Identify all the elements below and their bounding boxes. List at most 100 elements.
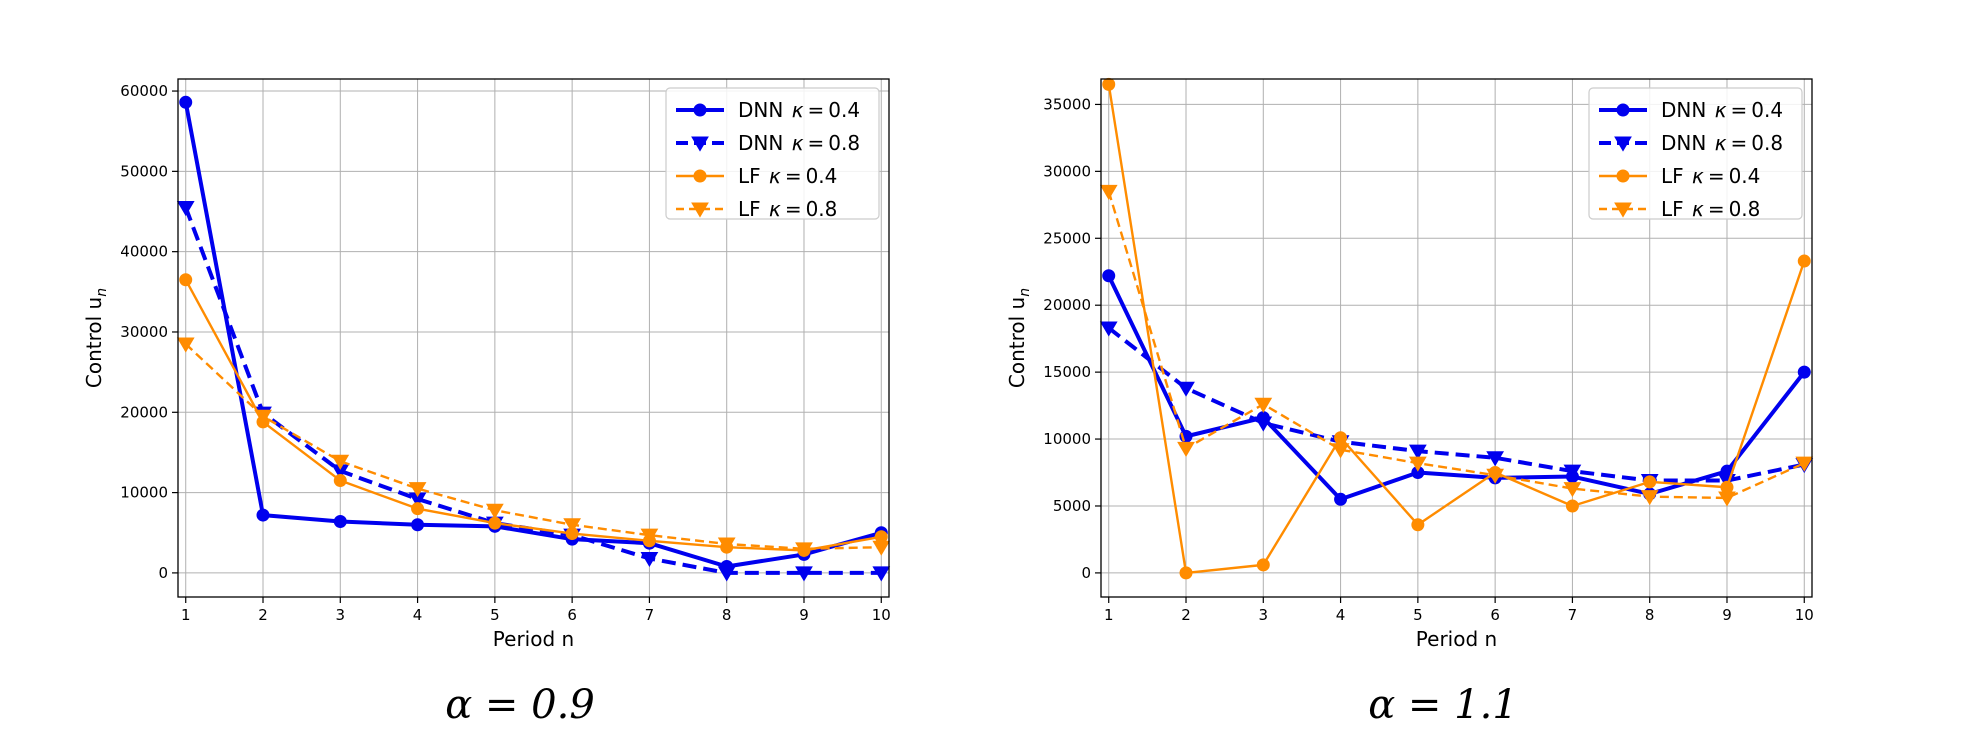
- data-point: [411, 518, 425, 532]
- y-tick-label: 20000: [1043, 296, 1091, 314]
- data-point: [1563, 482, 1582, 498]
- data-point: [1102, 77, 1116, 91]
- legend-equals-sign: =: [1708, 197, 1725, 221]
- x-tick-label: 6: [567, 606, 577, 624]
- legend-marker: [1616, 169, 1630, 183]
- x-tick-label: 10: [872, 606, 891, 624]
- x-axis-label: Period n: [493, 627, 574, 651]
- legend-equals-sign: =: [807, 131, 824, 155]
- legend-label: LF κ = 0.4: [1661, 164, 1760, 188]
- legend-equals-sign: =: [1730, 98, 1747, 122]
- legend-label-prefix: LF: [1661, 197, 1690, 221]
- data-point: [1099, 321, 1118, 337]
- data-point: [488, 516, 502, 530]
- x-tick-label: 8: [722, 606, 732, 624]
- y-tick-label: 60000: [120, 82, 168, 100]
- data-point: [563, 518, 582, 534]
- data-point: [485, 503, 504, 519]
- data-point: [717, 537, 736, 553]
- legend-label: DNN κ = 0.8: [738, 131, 860, 155]
- x-tick-label: 7: [645, 606, 655, 624]
- data-point: [176, 200, 195, 217]
- data-point: [1408, 456, 1427, 472]
- series-line: [184, 279, 882, 552]
- legend-label: LF κ = 0.8: [738, 197, 837, 221]
- x-tick-label: 4: [413, 606, 423, 624]
- legend-kappa-symbol: κ: [1692, 164, 1704, 188]
- legend-label-prefix: LF: [738, 164, 767, 188]
- legend-kappa-value: 0.4: [1751, 98, 1783, 122]
- x-tick-label: 8: [1645, 606, 1655, 624]
- legend-kappa-value: 0.4: [828, 98, 860, 122]
- x-tick-label: 9: [799, 606, 809, 624]
- data-point: [1408, 444, 1427, 460]
- legend-kappa-symbol: κ: [1692, 197, 1704, 221]
- series-3: [179, 273, 888, 557]
- data-point: [1563, 464, 1582, 480]
- x-tick-label: 3: [1259, 606, 1269, 624]
- grid-lines: [178, 79, 889, 597]
- legend-equals-sign: =: [1730, 131, 1747, 155]
- series-line: [184, 343, 882, 551]
- legend-kappa-symbol: κ: [769, 164, 781, 188]
- legend-kappa-symbol: κ: [769, 197, 781, 221]
- legend-kappa-symbol: κ: [1715, 131, 1727, 155]
- data-point: [1718, 491, 1736, 507]
- x-tick-label: 4: [1336, 606, 1346, 624]
- data-point: [1102, 269, 1116, 283]
- data-point: [872, 540, 891, 556]
- legend-label: DNN κ = 0.8: [1661, 131, 1783, 155]
- legend-marker: [1614, 202, 1632, 218]
- legend-marker: [691, 202, 709, 218]
- y-tick-label: 0: [1081, 564, 1091, 582]
- y-axis-label-text: Control u: [82, 297, 106, 388]
- data-point: [1795, 456, 1814, 472]
- legend-box: [665, 87, 880, 220]
- legend-marker: [1614, 136, 1632, 152]
- y-axis-label-subscript: n: [1017, 288, 1033, 297]
- y-axis-label-text: Control u: [1005, 297, 1029, 388]
- legend-equals-sign: =: [807, 98, 824, 122]
- legend-entry-1: DNN κ = 0.4: [676, 98, 860, 122]
- legend-label: DNN κ = 0.4: [1661, 98, 1783, 122]
- legend-entry-1: DNN κ = 0.4: [1599, 98, 1783, 122]
- legend-equals-sign: =: [785, 197, 802, 221]
- x-tick-label: 10: [1795, 606, 1814, 624]
- legend-label-prefix: DNN: [738, 131, 790, 155]
- legend-label-prefix: LF: [738, 197, 767, 221]
- series-line: [1107, 326, 1805, 483]
- y-axis-label: Control un: [82, 288, 110, 388]
- data-point: [1720, 480, 1734, 494]
- legend-kappa-symbol: κ: [792, 131, 804, 155]
- legend-label-prefix: DNN: [1661, 131, 1713, 155]
- data-point: [179, 273, 193, 287]
- x-tick-label: 1: [1104, 606, 1114, 624]
- legend-kappa-value: 0.8: [828, 131, 860, 155]
- data-point: [333, 474, 347, 488]
- panel-caption: α = 1.1: [1368, 682, 1518, 728]
- series-line: [183, 101, 882, 569]
- legend-marker: [691, 136, 709, 152]
- y-axis-label-subscript: n: [94, 288, 110, 297]
- data-point: [1177, 441, 1195, 458]
- legend-kappa-value: 0.4: [1729, 164, 1761, 188]
- series-line: [1107, 84, 1806, 575]
- data-point: [1486, 451, 1505, 467]
- data-point: [1254, 416, 1273, 432]
- series-line: [1106, 274, 1806, 502]
- legend-label-prefix: DNN: [1661, 98, 1713, 122]
- legend-equals-sign: =: [785, 164, 802, 188]
- legend-label-prefix: LF: [1661, 164, 1690, 188]
- x-tick-label: 3: [336, 606, 346, 624]
- legend-label: DNN κ = 0.4: [738, 98, 860, 122]
- data-point: [640, 528, 659, 544]
- y-tick-label: 10000: [120, 484, 168, 502]
- data-point: [1254, 397, 1273, 413]
- legend-box: [1588, 87, 1803, 220]
- y-tick-label: 5000: [1053, 497, 1091, 515]
- legend-equals-sign: =: [1708, 164, 1725, 188]
- series-line: [1107, 191, 1805, 500]
- data-point: [717, 566, 736, 582]
